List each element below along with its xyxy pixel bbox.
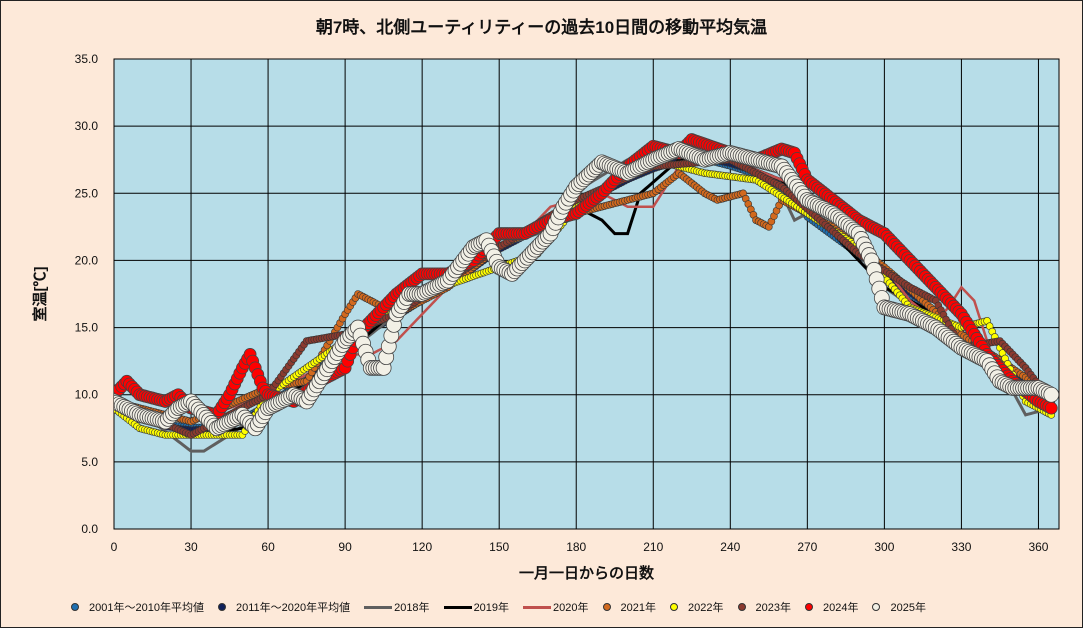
- x-tick-label: 0: [111, 540, 118, 554]
- y-tick-label: 10.0: [75, 388, 99, 402]
- legend-label: 2021年: [620, 602, 657, 614]
- y-tick-label: 5.0: [81, 455, 98, 469]
- legend-label: 2023年: [755, 602, 791, 614]
- legend-item: 2024年: [804, 599, 859, 615]
- legend-item: 2022年: [670, 599, 724, 615]
- legend-item: 2023年: [737, 599, 791, 615]
- y-tick-label: 0.0: [81, 522, 98, 536]
- legend-label: 2011年～2020年平均値: [235, 602, 351, 614]
- y-tick-label: 25.0: [75, 186, 99, 200]
- legend-label: 2024年: [822, 602, 859, 614]
- y-tick-label: 15.0: [75, 321, 99, 335]
- legend-item: 2020年: [523, 599, 589, 615]
- chart-title: 朝7時、北側ユーティリティーの過去10日間の移動平均気温: [315, 18, 768, 37]
- y-tick-label: 30.0: [75, 119, 99, 133]
- legend-item: 2001年～2010年平均値: [71, 599, 204, 615]
- legend-label: 2018年: [394, 602, 430, 614]
- y-tick-label: 35.0: [75, 52, 99, 66]
- x-tick-label: 60: [261, 540, 275, 554]
- legend-label: 2020年: [553, 602, 589, 614]
- x-tick-label: 150: [489, 540, 509, 554]
- legend-dot-icon: [217, 603, 226, 611]
- legend-line-icon: [443, 605, 472, 609]
- legend-dot-icon: [602, 603, 611, 611]
- x-tick-label: 300: [874, 540, 894, 554]
- legend-label: 2025年: [890, 602, 926, 614]
- legend-dot-icon: [737, 603, 746, 611]
- legend-item: 2019年: [443, 599, 510, 615]
- legend-dot-icon: [804, 603, 813, 611]
- legend-line-icon: [364, 605, 393, 609]
- legend-label: 2001年～2010年平均値: [89, 602, 204, 614]
- legend-dot-icon: [670, 603, 679, 611]
- x-tick-label: 240: [720, 540, 740, 554]
- series-2025年: [114, 141, 1059, 437]
- legend: 2001年～2010年平均値 2011年～2020年平均値 2018年 2019年 20…: [71, 599, 940, 615]
- x-tick-label: 270: [797, 540, 817, 554]
- x-tick-label: 30: [184, 540, 198, 554]
- y-axis-label: 室温[℃]: [31, 267, 49, 322]
- legend-label: 2019年: [473, 602, 510, 614]
- x-tick-label: 90: [338, 540, 352, 554]
- legend-dot-icon: [71, 603, 79, 611]
- legend-label: 2022年: [688, 602, 724, 614]
- x-tick-label: 210: [643, 540, 663, 554]
- x-tick-label: 360: [1028, 540, 1048, 554]
- x-axis-label: 一月一日からの日数: [519, 564, 655, 582]
- x-tick-label: 330: [951, 540, 971, 554]
- y-tick-label: 20.0: [75, 253, 99, 267]
- legend-item: 2018年: [364, 599, 430, 615]
- legend-item: 2011年～2020年平均値: [217, 599, 351, 615]
- legend-line-icon: [523, 605, 552, 609]
- legend-dot-icon: [872, 603, 881, 611]
- legend-item: 2025年: [872, 599, 926, 615]
- data-point: [1044, 401, 1058, 415]
- data-point: [1043, 386, 1059, 403]
- x-tick-label: 120: [412, 540, 432, 554]
- x-tick-label: 180: [566, 540, 586, 554]
- legend-item: 2021年: [602, 599, 657, 615]
